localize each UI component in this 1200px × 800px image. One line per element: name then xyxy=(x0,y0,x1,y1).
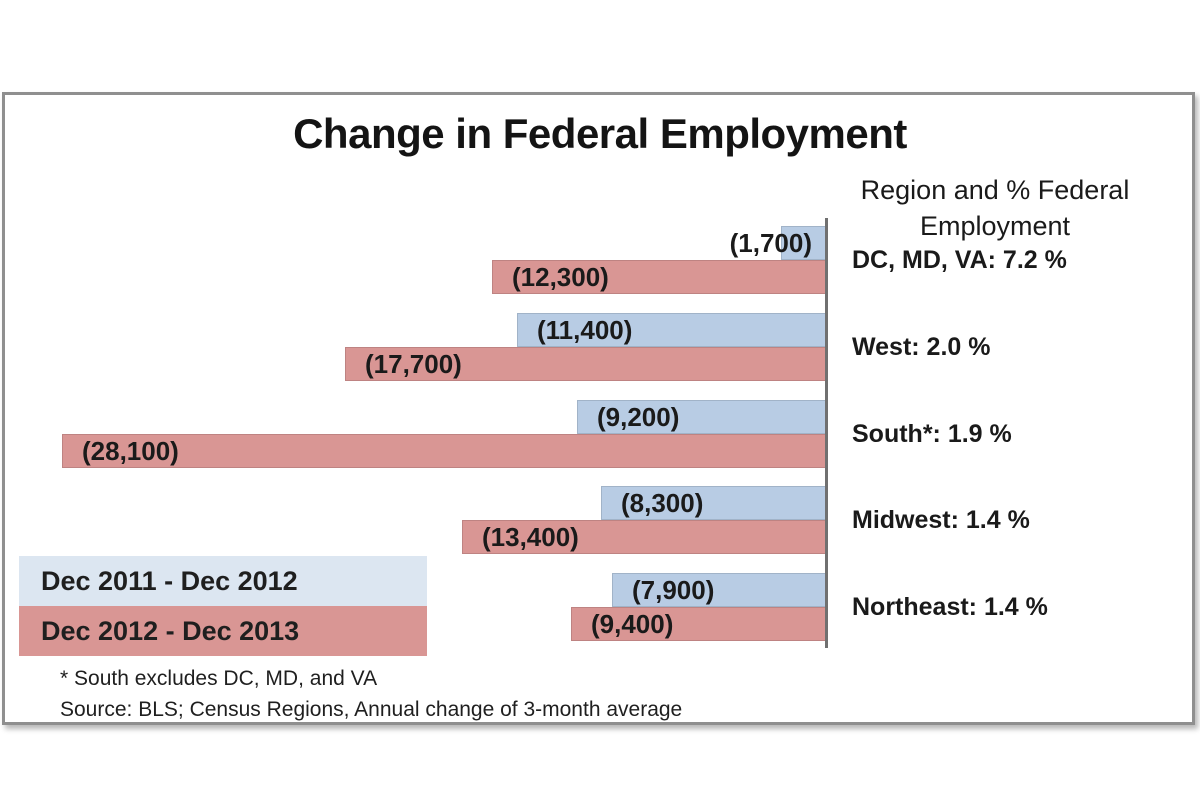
legend-item-dec2012-dec2013: Dec 2012 - Dec 2013 xyxy=(19,606,427,656)
bar-value-label: (9,200) xyxy=(597,402,680,432)
bar-dec2011-dec2012-midwest xyxy=(601,486,827,520)
footnote-south-note: * South excludes DC, MD, and VA xyxy=(60,667,378,690)
bar-dec2012-dec2013-midwest xyxy=(462,520,827,554)
bar-dec2011-dec2012-northeast xyxy=(612,573,827,607)
bar-value-label: (1,700) xyxy=(729,228,812,258)
value-axis-header: Region and % Federal Employment xyxy=(840,172,1150,244)
bar-dec2012-dec2013-south- xyxy=(62,434,827,468)
region-label-northeast: Northeast: 1.4 % xyxy=(852,593,1048,621)
bar-dec2012-dec2013-northeast xyxy=(571,607,827,641)
bar-value-label: (13,400) xyxy=(482,522,579,552)
region-label-south-: South*: 1.9 % xyxy=(852,420,1012,448)
value-axis-header-line1: Region and % Federal xyxy=(860,175,1130,205)
value-axis-header-line2: Employment xyxy=(919,211,1071,241)
legend: Dec 2011 - Dec 2012 Dec 2012 - Dec 2013 xyxy=(19,556,427,656)
bar-value-label: (7,900) xyxy=(632,575,715,605)
bar-value-label: (28,100) xyxy=(82,436,179,466)
bar-value-label: (11,400) xyxy=(537,315,633,345)
bar-value-label: (8,300) xyxy=(621,488,704,518)
bar-value-label: (9,400) xyxy=(591,609,674,639)
bar-dec2012-dec2013-west xyxy=(345,347,827,381)
bar-value-label: (17,700) xyxy=(365,349,462,379)
chart-title: Change in Federal Employment xyxy=(293,110,907,157)
bar-value-label: (12,300) xyxy=(512,262,609,292)
region-label-dc-md-va: DC, MD, VA: 7.2 % xyxy=(852,246,1067,274)
footnote-source: Source: BLS; Census Regions, Annual chan… xyxy=(60,698,683,721)
category-axis-line xyxy=(825,218,828,648)
bar-dec2012-dec2013-dc-md-va xyxy=(492,260,827,294)
region-label-west: West: 2.0 % xyxy=(852,333,991,361)
legend-item-dec2011-dec2012: Dec 2011 - Dec 2012 xyxy=(19,556,427,606)
bar-dec2011-dec2012-west xyxy=(517,313,827,347)
region-label-midwest: Midwest: 1.4 % xyxy=(852,506,1030,534)
bar-dec2011-dec2012-dc-md-va xyxy=(781,226,827,260)
bar-dec2011-dec2012-south- xyxy=(577,400,827,434)
footnotes: * South excludes DC, MD, and VA Source: … xyxy=(60,663,682,725)
